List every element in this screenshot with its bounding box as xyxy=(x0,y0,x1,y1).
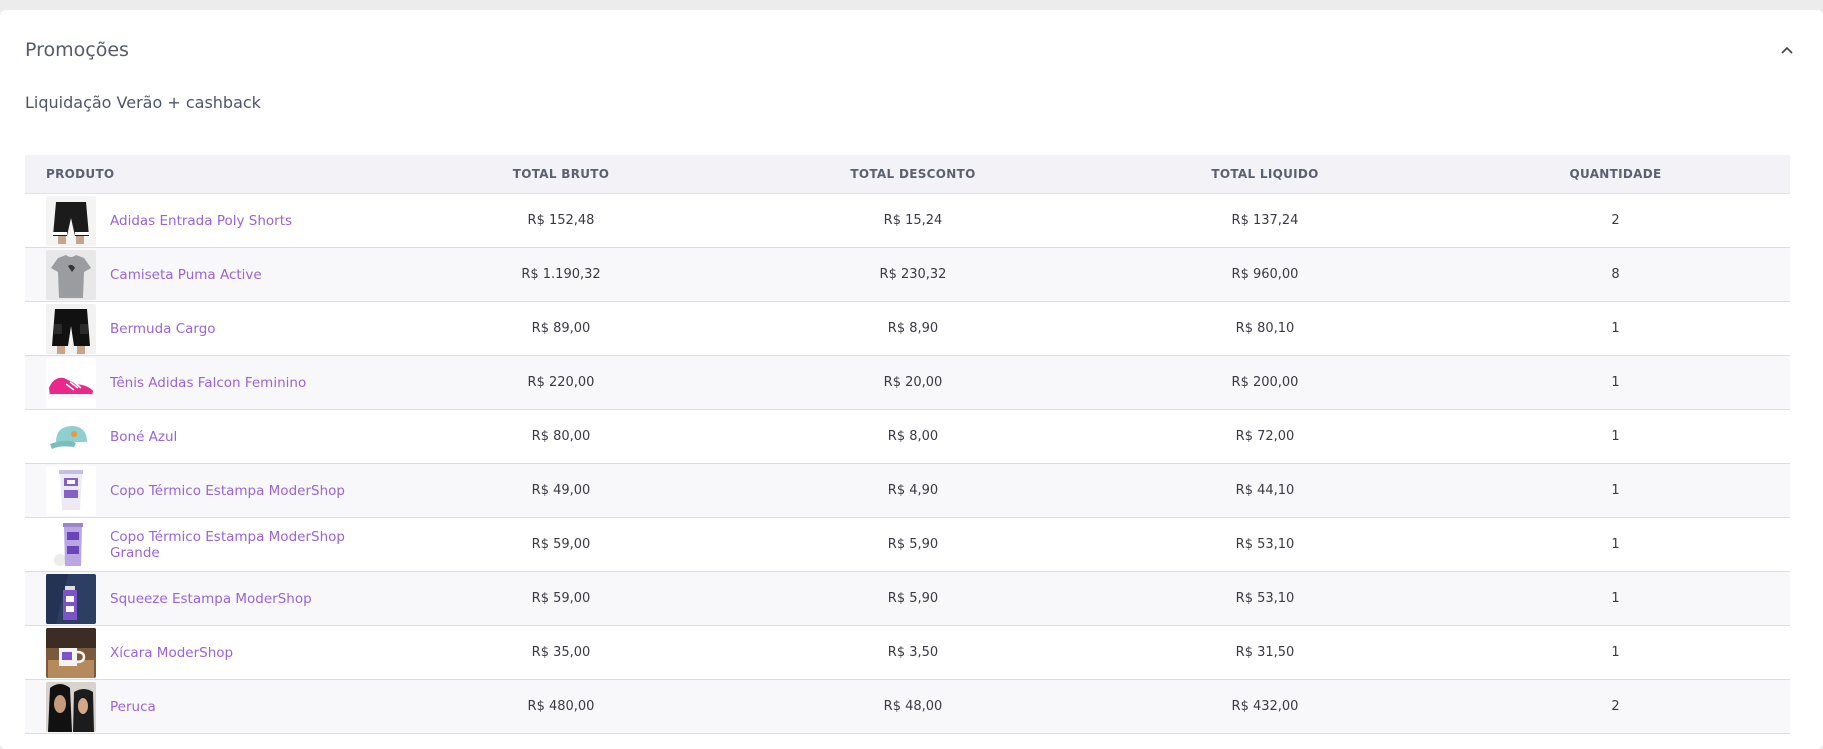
product-thumbnail[interactable] xyxy=(46,411,96,462)
total-bruto-cell: R$ 480,00 xyxy=(527,699,595,714)
column-header-total-bruto: TOTAL BRUTO xyxy=(512,167,610,181)
total-bruto-cell: R$ 59,00 xyxy=(531,537,591,552)
table-row: Bermuda Cargo R$ 89,00 R$ 8,90 R$ 80,10 … xyxy=(25,302,1790,356)
total-liquido-cell: R$ 200,00 xyxy=(1231,375,1299,390)
total-bruto-cell: R$ 59,00 xyxy=(531,591,591,606)
table-row: Copo Térmico Estampa ModerShop R$ 49,00 … xyxy=(25,464,1790,518)
total-bruto-cell: R$ 152,48 xyxy=(527,213,595,228)
product-thumbnail[interactable] xyxy=(46,249,96,300)
total-desconto-cell: R$ 3,50 xyxy=(887,645,939,660)
table-header: PRODUTO TOTAL BRUTO TOTAL DESCONTO TOTAL… xyxy=(25,155,1790,194)
quantidade-cell: 1 xyxy=(1611,321,1620,336)
total-desconto-cell: R$ 15,24 xyxy=(883,213,943,228)
product-thumbnail[interactable] xyxy=(46,519,96,570)
table-row: Tênis Adidas Falcon Feminino R$ 220,00 R… xyxy=(25,356,1790,410)
table-row: Adidas Entrada Poly Shorts R$ 152,48 R$ … xyxy=(25,194,1790,248)
promotion-name: Liquidação Verão + cashback xyxy=(25,93,261,112)
total-liquido-cell: R$ 53,10 xyxy=(1235,537,1295,552)
total-liquido-cell: R$ 31,50 xyxy=(1235,645,1295,660)
table-row: Squeeze Estampa ModerShop R$ 59,00 R$ 5,… xyxy=(25,572,1790,626)
product-link[interactable]: Copo Térmico Estampa ModerShop xyxy=(110,482,345,499)
total-liquido-cell: R$ 960,00 xyxy=(1231,267,1299,282)
total-bruto-cell: R$ 35,00 xyxy=(531,645,591,660)
quantidade-cell: 1 xyxy=(1611,375,1620,390)
product-cell: Bermuda Cargo xyxy=(25,303,385,354)
promotions-card: Promoções Liquidação Verão + cashback PR… xyxy=(0,10,1823,749)
product-thumbnail[interactable] xyxy=(46,465,96,516)
product-link[interactable]: Xícara ModerShop xyxy=(110,644,234,661)
total-liquido-cell: R$ 44,10 xyxy=(1235,483,1295,498)
product-cell: Peruca xyxy=(25,681,385,732)
chevron-up-icon xyxy=(1781,46,1793,54)
total-bruto-cell: R$ 220,00 xyxy=(527,375,595,390)
total-desconto-cell: R$ 230,32 xyxy=(879,267,947,282)
column-header-total-desconto: TOTAL DESCONTO xyxy=(850,167,976,181)
product-thumbnail[interactable] xyxy=(46,573,96,624)
total-desconto-cell: R$ 5,90 xyxy=(887,537,939,552)
product-link[interactable]: Bermuda Cargo xyxy=(110,320,216,337)
product-link[interactable]: Tênis Adidas Falcon Feminino xyxy=(110,374,307,391)
total-bruto-cell: R$ 89,00 xyxy=(531,321,591,336)
collapse-button[interactable] xyxy=(1776,39,1798,61)
table-row: Copo Térmico Estampa ModerShop Grande R$… xyxy=(25,518,1790,572)
table-body: Adidas Entrada Poly Shorts R$ 152,48 R$ … xyxy=(25,194,1790,734)
product-cell: Copo Térmico Estampa ModerShop xyxy=(25,465,385,516)
product-thumbnail[interactable] xyxy=(46,627,96,678)
total-liquido-cell: R$ 432,00 xyxy=(1231,699,1299,714)
total-bruto-cell: R$ 49,00 xyxy=(531,483,591,498)
table-row: Camiseta Puma Active R$ 1.190,32 R$ 230,… xyxy=(25,248,1790,302)
total-liquido-cell: R$ 53,10 xyxy=(1235,591,1295,606)
quantidade-cell: 1 xyxy=(1611,591,1620,606)
table-row: Boné Azul R$ 80,00 R$ 8,00 R$ 72,00 1 xyxy=(25,410,1790,464)
products-table: PRODUTO TOTAL BRUTO TOTAL DESCONTO TOTAL… xyxy=(25,155,1790,734)
product-link[interactable]: Copo Térmico Estampa ModerShop Grande xyxy=(110,528,345,561)
product-thumbnail[interactable] xyxy=(46,303,96,354)
product-thumbnail[interactable] xyxy=(46,357,96,408)
quantidade-cell: 2 xyxy=(1611,699,1620,714)
product-cell: Camiseta Puma Active xyxy=(25,249,385,300)
quantidade-cell: 1 xyxy=(1611,537,1620,552)
table-row: Peruca R$ 480,00 R$ 48,00 R$ 432,00 2 xyxy=(25,680,1790,734)
total-desconto-cell: R$ 48,00 xyxy=(883,699,943,714)
total-liquido-cell: R$ 137,24 xyxy=(1231,213,1299,228)
column-header-total-liquido: TOTAL LIQUIDO xyxy=(1211,167,1319,181)
quantidade-cell: 1 xyxy=(1611,645,1620,660)
total-desconto-cell: R$ 8,90 xyxy=(887,321,939,336)
total-desconto-cell: R$ 5,90 xyxy=(887,591,939,606)
product-cell: Xícara ModerShop xyxy=(25,627,385,678)
product-cell: Copo Térmico Estampa ModerShop Grande xyxy=(25,519,385,570)
product-link[interactable]: Adidas Entrada Poly Shorts xyxy=(110,212,293,229)
product-link[interactable]: Peruca xyxy=(110,698,156,715)
product-thumbnail[interactable] xyxy=(46,195,96,246)
product-link[interactable]: Camiseta Puma Active xyxy=(110,266,262,283)
product-cell: Tênis Adidas Falcon Feminino xyxy=(25,357,385,408)
quantidade-cell: 2 xyxy=(1611,213,1620,228)
total-liquido-cell: R$ 80,10 xyxy=(1235,321,1295,336)
table-row: Xícara ModerShop R$ 35,00 R$ 3,50 R$ 31,… xyxy=(25,626,1790,680)
total-bruto-cell: R$ 80,00 xyxy=(531,429,591,444)
product-cell: Squeeze Estampa ModerShop xyxy=(25,573,385,624)
column-header-quantidade: QUANTIDADE xyxy=(1569,167,1662,181)
total-desconto-cell: R$ 20,00 xyxy=(883,375,943,390)
total-bruto-cell: R$ 1.190,32 xyxy=(521,267,601,282)
total-desconto-cell: R$ 8,00 xyxy=(887,429,939,444)
product-cell: Adidas Entrada Poly Shorts xyxy=(25,195,385,246)
product-link[interactable]: Squeeze Estampa ModerShop xyxy=(110,590,312,607)
total-liquido-cell: R$ 72,00 xyxy=(1235,429,1295,444)
page-title: Promoções xyxy=(25,39,129,61)
quantidade-cell: 8 xyxy=(1611,267,1620,282)
quantidade-cell: 1 xyxy=(1611,483,1620,498)
product-thumbnail[interactable] xyxy=(46,681,96,732)
column-header-produto: PRODUTO xyxy=(46,167,115,181)
product-cell: Boné Azul xyxy=(25,411,385,462)
card-header: Promoções xyxy=(25,30,1798,70)
quantidade-cell: 1 xyxy=(1611,429,1620,444)
total-desconto-cell: R$ 4,90 xyxy=(887,483,939,498)
product-link[interactable]: Boné Azul xyxy=(110,428,178,445)
